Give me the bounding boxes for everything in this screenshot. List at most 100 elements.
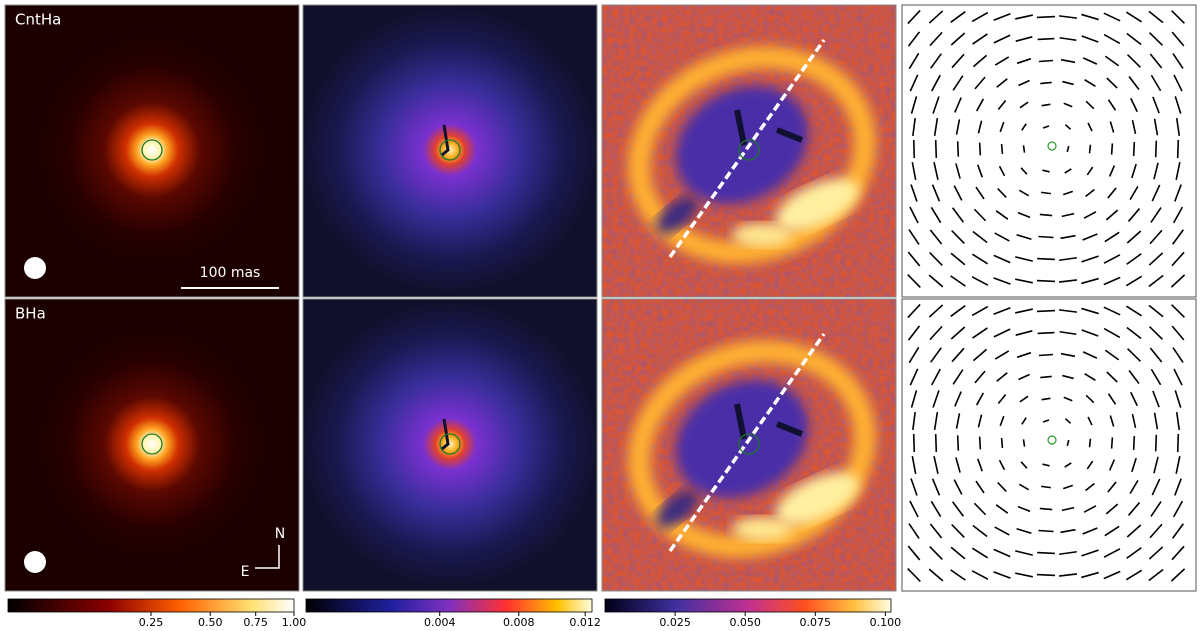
panel xyxy=(5,5,299,297)
dark-streak xyxy=(441,124,450,157)
polarization-vector xyxy=(1018,373,1030,381)
polarization-vector xyxy=(1042,463,1050,467)
polarization-vector xyxy=(1042,419,1050,423)
polarization-vector xyxy=(1153,118,1159,136)
polarization-vector xyxy=(994,526,1010,536)
polarization-vector xyxy=(1040,375,1052,379)
polarization-vector xyxy=(971,570,989,580)
polarization-vector xyxy=(997,99,1007,111)
polarization-vector xyxy=(1175,117,1181,137)
colorbar xyxy=(7,598,295,613)
polarization-vector xyxy=(1036,279,1056,283)
panel-label: CntHa xyxy=(15,11,61,29)
polarization-vector xyxy=(1148,568,1164,582)
star-marker xyxy=(1047,435,1057,445)
polarization-vector xyxy=(998,165,1006,177)
disk-glow xyxy=(303,299,597,589)
polarization-vector xyxy=(993,571,1011,579)
polarization-vector xyxy=(1018,189,1030,197)
polarization-vector xyxy=(933,162,939,180)
colorbar-tick-label: 0.012 xyxy=(569,616,601,629)
polarization-vector xyxy=(1064,462,1072,468)
polarization-vector xyxy=(1150,501,1162,517)
polarization-vector xyxy=(972,327,988,339)
polarization-vector xyxy=(907,31,921,47)
polarization-vector xyxy=(912,433,916,453)
polarization-vector xyxy=(951,524,965,538)
polarization-vector xyxy=(1082,57,1098,65)
polarization-vector xyxy=(1081,277,1099,285)
polarization-vector xyxy=(1016,57,1032,65)
polarization-vector xyxy=(1087,122,1093,132)
polarization-vector xyxy=(1018,79,1030,87)
polarization-vector xyxy=(1041,191,1051,195)
polarization-vector xyxy=(994,350,1010,360)
polarization-vector xyxy=(1175,456,1181,474)
panel-frame xyxy=(4,298,300,592)
polarization-vector xyxy=(1174,96,1182,114)
polarization-vector xyxy=(1107,99,1117,111)
polarization-vector xyxy=(950,275,966,287)
polarization-vector xyxy=(1108,165,1116,177)
polarization-vector xyxy=(1148,304,1164,318)
polarization-vector xyxy=(1060,352,1076,358)
polarization-vector xyxy=(950,11,966,23)
polarization-vector xyxy=(955,457,961,473)
compass-east: E xyxy=(241,564,250,580)
polarization-vector xyxy=(1107,481,1117,493)
polarization-vector xyxy=(1108,459,1116,471)
polarization-vector xyxy=(953,479,963,495)
polarization-vector xyxy=(1149,229,1163,245)
polarization-vector xyxy=(1000,143,1004,155)
polarization-vector xyxy=(1174,478,1182,496)
colorbar-tick-label: 0.004 xyxy=(424,616,456,629)
polarization-vector xyxy=(952,369,964,385)
scale-bar-label: 100 mas xyxy=(200,265,261,281)
polarization-vector xyxy=(1060,528,1076,534)
polarization-vector xyxy=(1000,437,1004,449)
polarization-vector xyxy=(1172,53,1184,69)
polarization-vector xyxy=(1171,251,1185,267)
polarization-vector xyxy=(1022,439,1026,447)
dark-patch xyxy=(656,490,698,528)
polarization-vector xyxy=(1132,436,1136,450)
polarization-vector xyxy=(1064,168,1072,174)
polarization-vector xyxy=(1105,209,1119,221)
polarization-vector xyxy=(1036,309,1056,313)
polarization-vector xyxy=(955,413,961,429)
polarization-vector xyxy=(971,11,989,23)
polarization-vector xyxy=(1019,101,1029,109)
polarization-vector xyxy=(993,328,1011,338)
polarization-vector xyxy=(1126,547,1142,559)
polarization-vector xyxy=(1088,438,1092,448)
polarization-vector xyxy=(934,140,938,158)
star-psf xyxy=(32,30,272,270)
polarization-vector xyxy=(1128,76,1140,90)
polarization-vector xyxy=(1104,55,1120,67)
polarization-vector xyxy=(1016,233,1032,241)
polarization-vector xyxy=(1175,411,1181,431)
polarization-vector xyxy=(1042,125,1050,129)
polarization-vector xyxy=(972,524,988,538)
polarization-vector xyxy=(950,546,966,560)
polarization-vector xyxy=(952,75,964,91)
polarization-vector xyxy=(1059,36,1077,42)
bright-patch xyxy=(732,223,792,247)
disk-beam xyxy=(24,257,46,279)
polarization-vector xyxy=(1085,482,1095,492)
polarization-vector xyxy=(932,390,940,408)
colorbar xyxy=(604,598,892,613)
polarization-vector xyxy=(995,210,1009,220)
polarization-vector xyxy=(1015,308,1033,314)
polarization-vector xyxy=(1060,58,1076,64)
polarization-vector xyxy=(1171,304,1185,318)
polarization-vector xyxy=(910,96,918,114)
panel-frame xyxy=(601,4,897,298)
bright-patch xyxy=(775,178,859,232)
polarization-vector xyxy=(1110,143,1114,155)
polarization-vector xyxy=(1172,229,1184,245)
polarization-vector xyxy=(1081,255,1099,263)
colorbar-tick-label: 0.75 xyxy=(243,616,268,629)
dark-patch xyxy=(656,196,698,234)
polarization-vector xyxy=(1036,573,1056,577)
